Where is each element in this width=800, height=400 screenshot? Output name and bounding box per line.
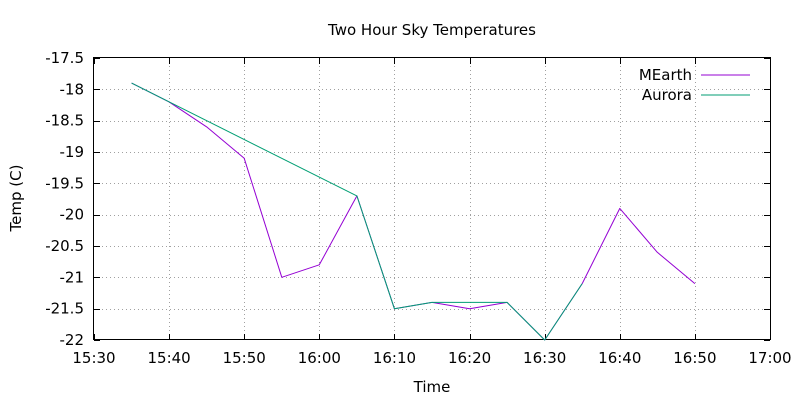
series-lines	[131, 82, 696, 341]
x-tick-label: 16:30	[523, 349, 566, 367]
y-tick-label: -21	[60, 268, 85, 286]
legend-label-mearth: MEarth	[639, 66, 692, 84]
x-tick-label: 16:20	[448, 349, 491, 367]
grid	[94, 58, 770, 340]
y-tick-label: -21.5	[45, 300, 84, 318]
legend: MEarth Aurora	[639, 66, 750, 104]
legend-label-aurora: Aurora	[642, 86, 692, 104]
chart-title: Two Hour Sky Temperatures	[327, 21, 536, 39]
x-tick-label: 16:10	[373, 349, 416, 367]
x-tick-label: 17:00	[748, 349, 791, 367]
x-tick-label: 16:40	[598, 349, 641, 367]
y-tick-label: -17.5	[45, 49, 84, 67]
y-tick-label: -20.5	[45, 237, 84, 255]
x-tick-label: 15:40	[147, 349, 190, 367]
y-tick-label: -19	[60, 143, 85, 161]
y-tick-label: -22	[60, 331, 85, 349]
x-tick-label: 15:30	[72, 349, 115, 367]
plot-frame	[93, 57, 771, 340]
x-axis-label: Time	[413, 378, 451, 396]
y-axis-label: Temp (C)	[7, 165, 25, 233]
x-tick-label: 16:00	[298, 349, 341, 367]
x-tick-label: 15:50	[223, 349, 266, 367]
y-tick-label: -18.5	[45, 112, 84, 130]
y-tick-label: -19.5	[45, 174, 84, 192]
axis-ticks: 15:30 15:40 15:50 16:00 16:10 16:20 16:30 16:40…	[45, 49, 791, 367]
y-tick-label: -18	[60, 80, 85, 98]
series-line-aurora	[131, 82, 583, 341]
y-tick-label: -20	[60, 206, 85, 224]
x-tick-label: 16:50	[673, 349, 716, 367]
